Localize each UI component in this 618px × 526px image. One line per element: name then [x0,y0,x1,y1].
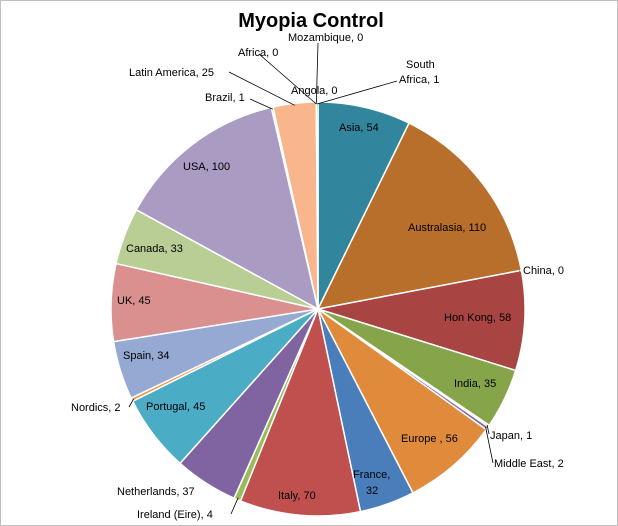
leader-line-latin-america [228,71,295,106]
leader-line-mozambique [315,42,319,105]
chart-title: Myopia Control [238,10,384,32]
leader-line-middle-east [485,426,494,464]
label-south-africa-line2: Africa, 1 [399,74,439,86]
label-india: India, 35 [454,378,496,390]
label-japan: Japan, 1 [490,430,532,442]
label-usa: USA, 100 [183,161,230,173]
label-portugal: Portugal, 45 [146,401,205,413]
label-france-line2: 32 [366,485,378,497]
label-africa: Africa, 0 [238,47,278,59]
label-canada: Canada, 33 [126,243,183,255]
label-middle-east: Middle East, 2 [494,458,564,470]
label-europe: Europe , 56 [401,433,458,445]
label-south-africa-line1: South [406,59,435,71]
leader-line-ireland-eire [230,497,239,515]
label-italy: Italy, 70 [278,490,316,502]
leader-line-brazil [249,98,273,110]
leader-line-nordics [128,398,135,408]
pie-slices [110,101,526,517]
label-australasia: Australasia, 110 [408,222,486,234]
label-latin-america: Latin America, 25 [129,67,214,79]
slice-europe [317,308,488,494]
slice-italy [239,306,362,517]
label-netherlands: Netherlands, 37 [117,486,195,498]
label-angola: Angola, 0 [291,85,337,97]
label-hong-kong: Hon Kong, 58 [444,312,511,324]
label-spain: Spain, 34 [123,350,169,362]
leader-lines [128,42,521,515]
slice-hon-kong [317,269,526,372]
label-ireland: Ireland (Eire), 4 [137,509,213,521]
label-nordics: Nordics, 2 [71,402,121,414]
data-labels: Asia, 54 Australasia, 110 China, 0 Hon K… [71,32,564,521]
label-uk: UK, 45 [117,295,151,307]
leader-line-south-africa [316,80,398,105]
label-france-line1: France, [353,469,390,481]
leader-line-africa [258,53,317,105]
slice-australasia [316,122,523,311]
label-brazil: Brazil, 1 [205,92,245,104]
label-mozambique: Mozambique, 0 [288,32,363,44]
slice-usa [135,106,320,311]
leader-line-japan [486,424,490,435]
label-china: China, 0 [523,265,564,277]
label-asia: Asia, 54 [339,122,379,134]
